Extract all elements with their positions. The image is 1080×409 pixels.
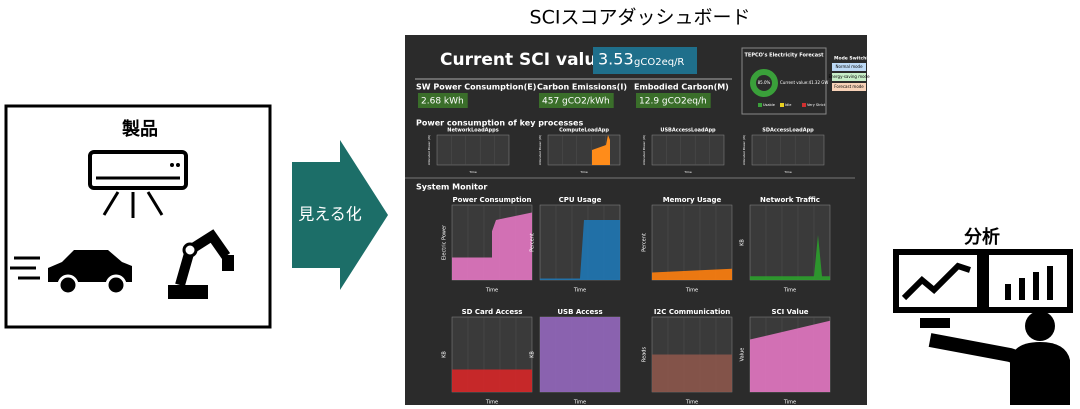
metric-value: 12.9 gCO2eq/h: [639, 97, 707, 107]
metric-value: 2.68 kWh: [421, 97, 464, 107]
mode-label[interactable]: Energy-saving mode: [828, 74, 870, 79]
y-axis-label: KB: [740, 239, 746, 246]
analysis-icon: [893, 249, 1073, 405]
x-axis-label: Time: [783, 170, 791, 174]
legend-swatch: [758, 103, 762, 107]
y-axis-label: Reads: [642, 347, 648, 363]
chart-title: CPU Usage: [559, 196, 602, 204]
product-label: 製品: [121, 119, 158, 140]
robot-icon: [168, 229, 234, 299]
x-axis-label: Time: [573, 400, 586, 406]
mode-button[interactable]: [832, 83, 866, 91]
analysis-label: 分析: [964, 226, 1000, 248]
arrow: [292, 140, 388, 290]
metric-label: SW Power Consumption(E): [416, 83, 536, 92]
donut: [750, 69, 778, 97]
y-axis-label: Allocated Power (W): [742, 135, 746, 165]
area: [750, 320, 830, 392]
ac-icon: [88, 150, 188, 218]
metric-box: [539, 93, 614, 108]
y-axis-label: Percent: [642, 233, 648, 252]
mode-button[interactable]: [832, 73, 866, 81]
y-axis-label: Allocated Power (W): [427, 135, 431, 165]
area: [540, 220, 620, 280]
chart-title: I2C Communication: [654, 308, 730, 316]
sci-value: 3.53: [598, 50, 634, 69]
legend-label: Very Strict: [807, 103, 826, 107]
x-axis-label: Time: [579, 170, 587, 174]
x-axis-label: Time: [683, 170, 691, 174]
metric-box: [636, 93, 711, 108]
modes-title: Mode Switching: [834, 56, 874, 62]
x-axis-label: Time: [783, 400, 796, 406]
x-axis-label: Time: [468, 170, 476, 174]
mode-button[interactable]: [832, 63, 866, 71]
forecast-title: TEPCO's Electricity Forecast: [745, 53, 825, 59]
y-axis-label: KB: [442, 351, 448, 358]
area: [592, 135, 610, 165]
product-box: [4, 104, 272, 329]
y-axis-label: Allocated Power (W): [642, 135, 646, 165]
chart-title: SDAccessLoadApp: [762, 128, 814, 134]
metric-box: [418, 93, 468, 108]
area: [452, 369, 532, 392]
forecast-percent: 85.0%: [758, 80, 771, 85]
x-axis-label: Time: [685, 288, 698, 294]
x-axis-label: Time: [783, 288, 796, 294]
chart-title: SD Card Access: [462, 308, 523, 316]
x-axis-label: Time: [573, 288, 586, 294]
legend-swatch: [802, 103, 806, 107]
metric-label: Embodied Carbon(M): [634, 83, 729, 92]
metric-label: Carbon Emissions(I): [537, 83, 627, 92]
chart-title: SCI Value: [771, 308, 808, 316]
x-axis-label: Time: [685, 400, 698, 406]
sci-box: [593, 47, 697, 74]
legend-swatch: [780, 103, 784, 107]
section-title: System Monitor: [416, 183, 487, 192]
chart-title: ComputeLoadApp: [559, 128, 609, 134]
y-axis-label: Electric Power: [442, 224, 448, 260]
area: [652, 354, 732, 392]
sci-unit: gCO2eq/R: [634, 57, 684, 68]
chart-title: USB Access: [557, 308, 602, 316]
chart-area: [651, 134, 725, 166]
y-axis-label: Allocated Power (W): [538, 135, 542, 165]
x-axis-label: Time: [485, 400, 498, 406]
mode-label[interactable]: Normal mode: [835, 64, 863, 69]
legend-label: Idle: [785, 103, 791, 107]
area: [540, 317, 620, 392]
chart-title: Network Traffic: [760, 196, 820, 204]
metric-value: 457 gCO2/kWh: [542, 97, 610, 107]
section-title: Power consumption of key processes: [416, 119, 583, 128]
chart-area: [436, 134, 510, 166]
chart-area: [751, 134, 825, 166]
chart-title: USBAccessLoadApp: [660, 128, 716, 134]
x-axis-label: Time: [485, 288, 498, 294]
chart-title: NetworkLoadApps: [447, 128, 498, 134]
chart-title: Memory Usage: [663, 196, 722, 204]
area: [452, 212, 532, 280]
forecast-box: [741, 47, 827, 115]
chart-title: Power Consumption: [453, 196, 532, 204]
arrow-label: 見える化: [298, 205, 362, 224]
chart-area: [651, 204, 733, 281]
legend-label: Usable: [763, 103, 775, 107]
y-axis-label: Percent: [530, 233, 536, 252]
y-axis-label: KB: [530, 351, 536, 358]
mode-label[interactable]: Forecast mode: [834, 84, 864, 89]
sci-label: Current SCI value: [440, 50, 608, 70]
forecast-current: Current value:41.32 GW: [780, 80, 828, 85]
area: [652, 268, 732, 280]
car-icon: [10, 250, 132, 296]
y-axis-label: Value: [740, 348, 746, 362]
title: SCIスコアダッシュボード: [530, 7, 751, 29]
